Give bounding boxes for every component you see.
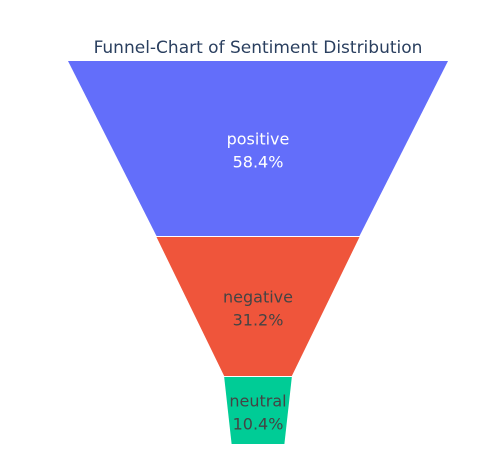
stage-value-positive: 58.4% bbox=[233, 153, 284, 172]
stage-value-negative: 31.2% bbox=[233, 311, 284, 330]
funnel-stage-neutral bbox=[224, 377, 292, 444]
funnel-stage-negative bbox=[156, 237, 360, 376]
stage-label-negative: negative bbox=[223, 288, 293, 307]
stage-label-neutral: neutral bbox=[229, 392, 286, 411]
stage-label-positive: positive bbox=[227, 130, 290, 149]
stage-value-neutral: 10.4% bbox=[233, 415, 284, 434]
funnel-stage-positive bbox=[68, 61, 448, 236]
chart-title: Funnel-Chart of Sentiment Distribution bbox=[93, 38, 423, 58]
